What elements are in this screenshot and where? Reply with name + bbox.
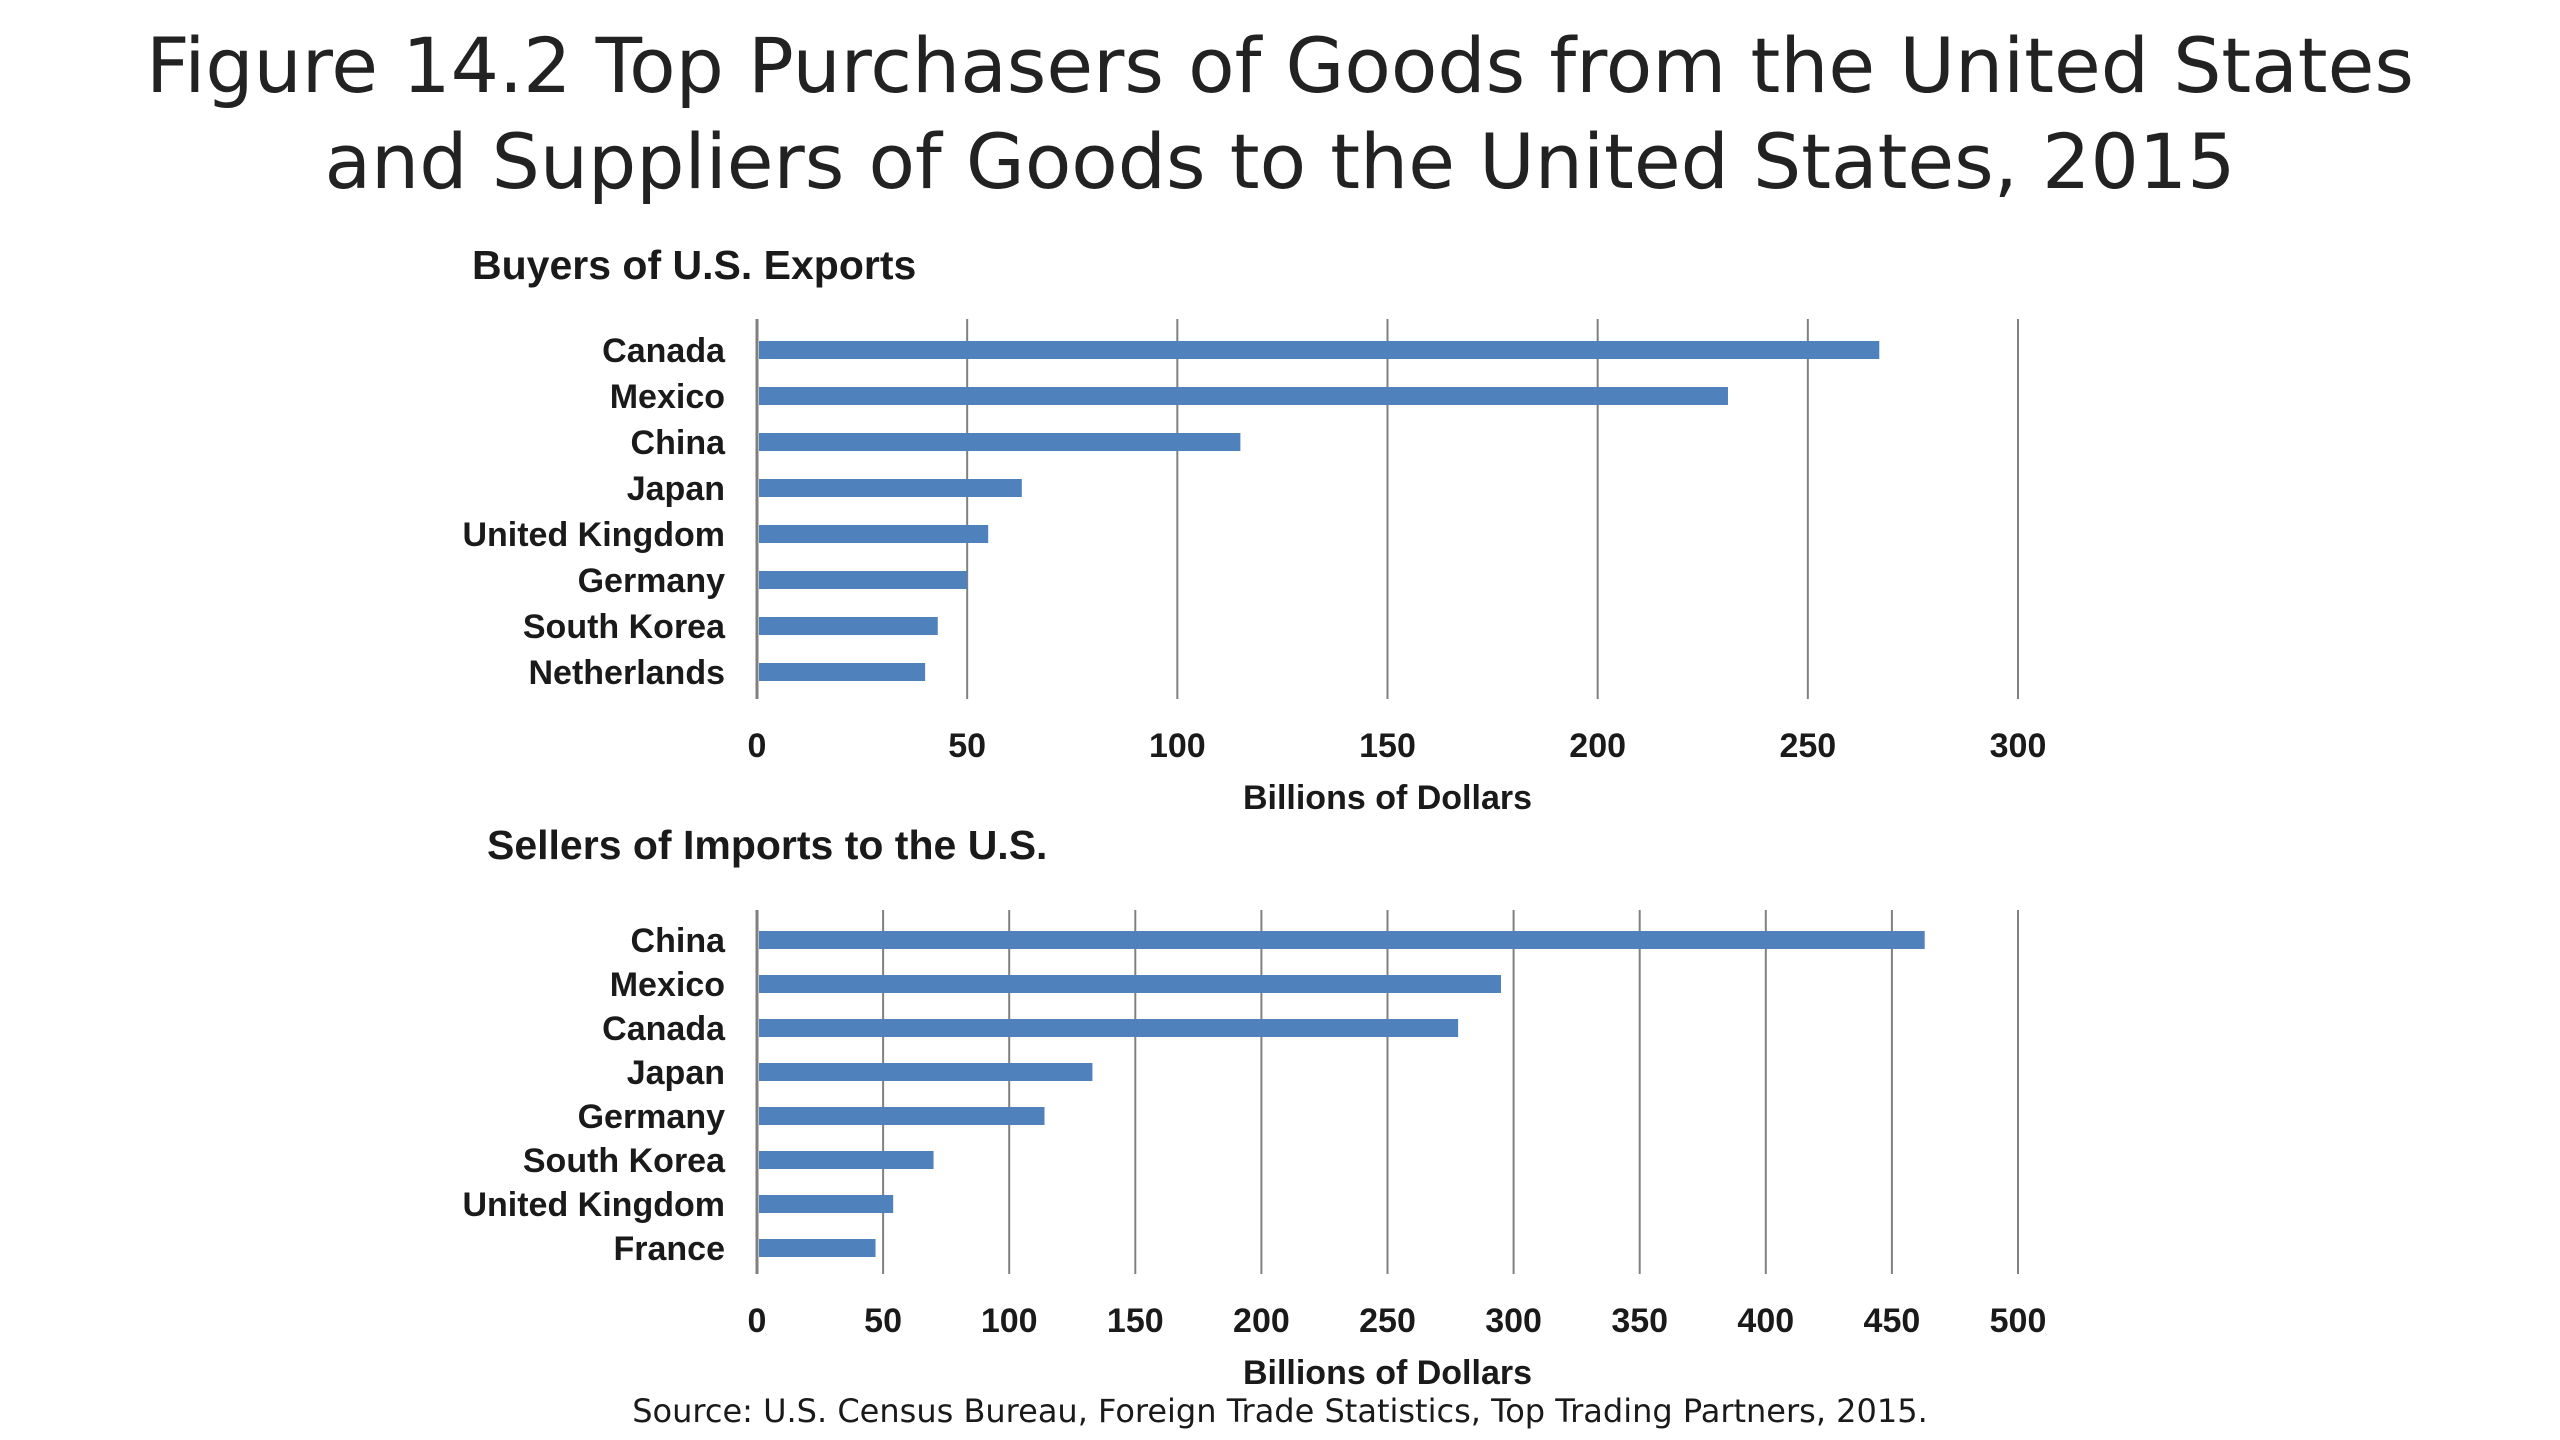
x-tick-label: 100 — [981, 1302, 1038, 1340]
bar-united-kingdom — [759, 1195, 894, 1213]
bar-south-korea — [759, 617, 938, 635]
bar-china — [759, 931, 1925, 949]
x-tick-label: 100 — [1149, 727, 1206, 765]
category-label: Germany — [578, 562, 725, 600]
exports-chart-title: Buyers of U.S. Exports — [472, 242, 917, 288]
category-label: Mexico — [610, 966, 725, 1004]
bar-japan — [759, 1063, 1093, 1081]
x-tick-label: 450 — [1864, 1302, 1921, 1340]
figure-title-line-2: and Suppliers of Goods to the United Sta… — [324, 117, 2236, 206]
bar-france — [759, 1239, 876, 1257]
x-tick-label: 250 — [1359, 1302, 1416, 1340]
category-label: Canada — [602, 332, 726, 370]
category-label: France — [614, 1230, 726, 1268]
bar-canada — [759, 341, 1880, 359]
category-label: Canada — [602, 1010, 726, 1048]
category-label: China — [631, 424, 727, 462]
figure-title: Figure 14.2 Top Purchasers of Goods from… — [0, 18, 2560, 210]
category-label: Japan — [627, 470, 725, 508]
x-tick-label: 250 — [1779, 727, 1836, 765]
category-label: Germany — [578, 1098, 725, 1136]
figure-title-line-1: Figure 14.2 Top Purchasers of Goods from… — [146, 21, 2414, 110]
category-label: South Korea — [523, 608, 726, 646]
category-label: Mexico — [610, 378, 725, 416]
category-label: United Kingdom — [462, 1186, 725, 1224]
category-label: United Kingdom — [462, 516, 725, 554]
bar-south-korea — [759, 1151, 934, 1169]
bar-japan — [759, 479, 1022, 497]
category-label: South Korea — [523, 1142, 726, 1180]
bar-mexico — [759, 387, 1728, 405]
x-tick-label: 300 — [1990, 727, 2047, 765]
x-axis-label: Billions of Dollars — [1243, 779, 1532, 817]
x-axis-label: Billions of Dollars — [1243, 1354, 1532, 1392]
source-note: Source: U.S. Census Bureau, Foreign Trad… — [632, 1392, 1928, 1430]
bar-netherlands — [759, 663, 926, 681]
bar-canada — [759, 1019, 1459, 1037]
x-tick-label: 200 — [1569, 727, 1626, 765]
x-tick-label: 350 — [1611, 1302, 1668, 1340]
x-tick-label: 0 — [748, 1302, 767, 1340]
x-tick-label: 50 — [864, 1302, 902, 1340]
x-tick-label: 300 — [1485, 1302, 1542, 1340]
bar-mexico — [759, 975, 1501, 993]
bar-china — [759, 433, 1241, 451]
x-tick-label: 50 — [948, 727, 986, 765]
category-label: China — [631, 922, 727, 960]
x-tick-label: 150 — [1359, 727, 1416, 765]
bar-united-kingdom — [759, 525, 989, 543]
exports-bar-chart: Canada Mexico China Japan United Kingdom Germ… — [462, 319, 2047, 817]
x-tick-label: 400 — [1737, 1302, 1794, 1340]
category-label: Japan — [627, 1054, 725, 1092]
bar-germany — [759, 571, 968, 589]
x-tick-label: 0 — [748, 727, 767, 765]
imports-chart-title: Sellers of Imports to the U.S. — [487, 822, 1048, 868]
x-tick-label: 200 — [1233, 1302, 1290, 1340]
x-tick-label: 150 — [1107, 1302, 1164, 1340]
imports-bar-chart: China Mexico Canada Japan Germany South Korea… — [462, 910, 2047, 1392]
bar-germany — [759, 1107, 1045, 1125]
category-label: Netherlands — [529, 654, 726, 692]
x-tick-label: 500 — [1990, 1302, 2047, 1340]
